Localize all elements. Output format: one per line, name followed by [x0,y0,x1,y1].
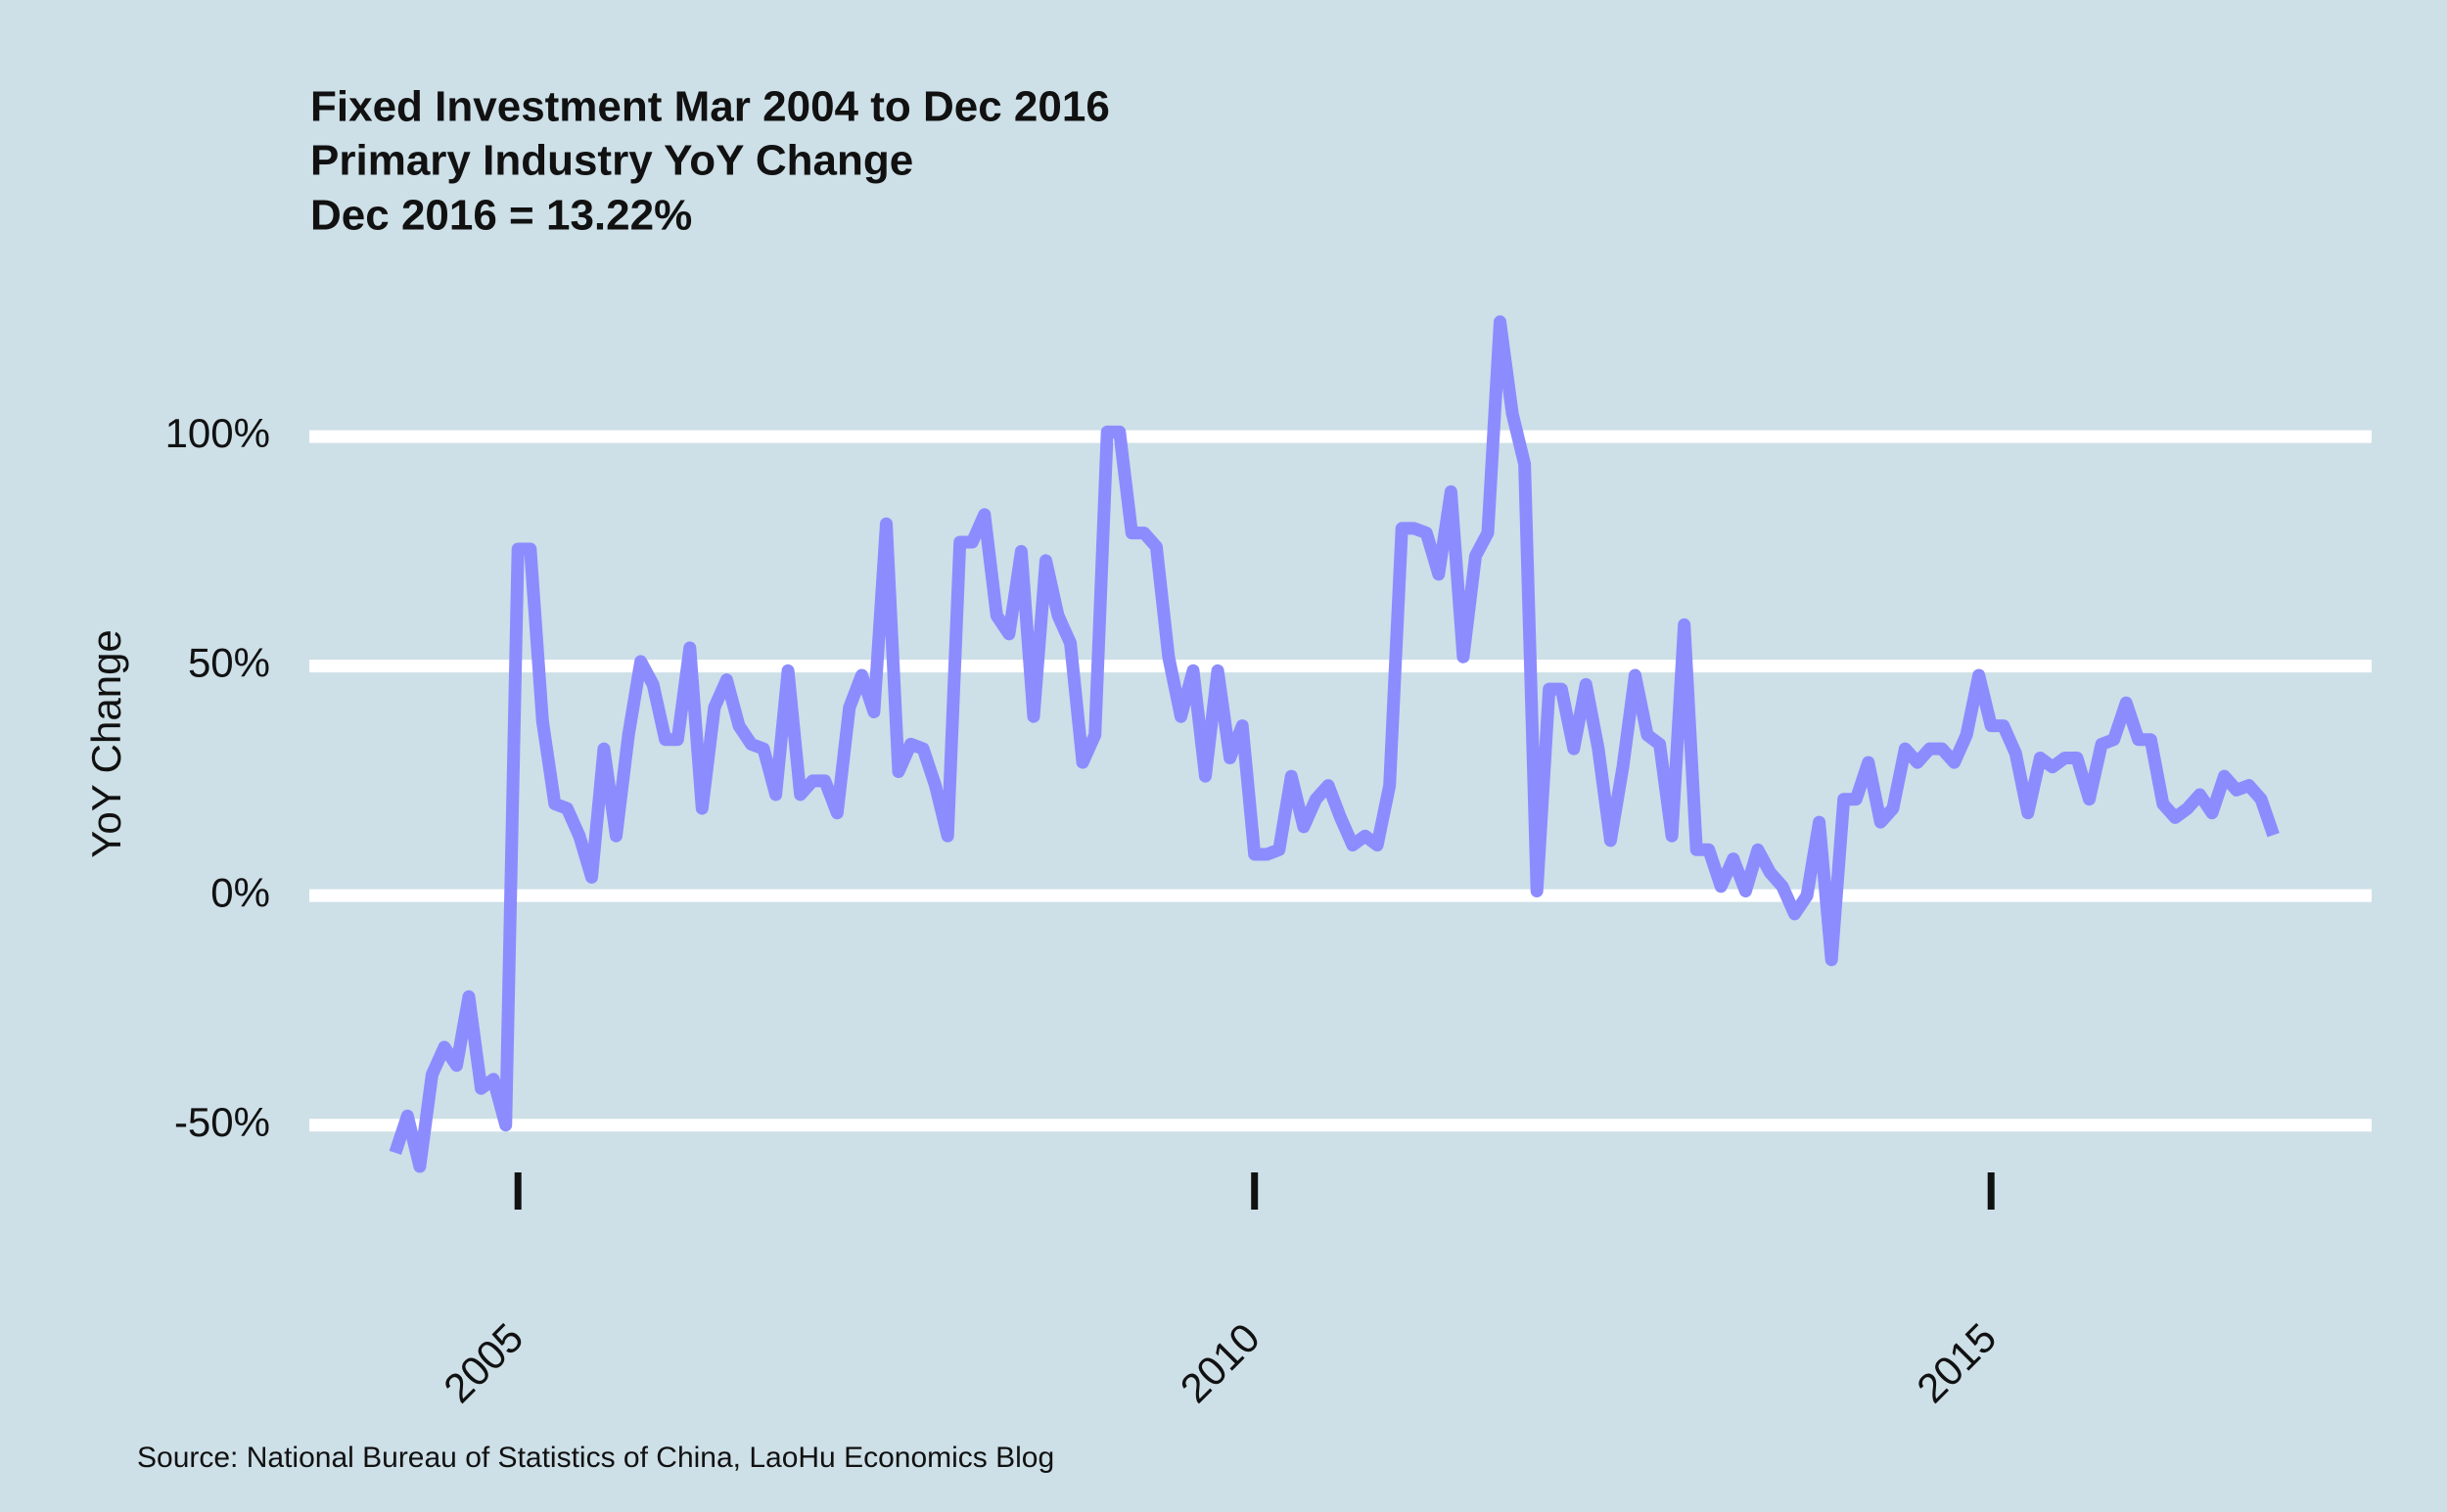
y-axis-label: YoY Change [83,629,129,858]
chart-title: Fixed Investment Mar 2004 to Dec 2016 [310,83,1110,131]
chart-subtitle: Primary Industry YoY Change [310,137,913,185]
chart-subtitle: Dec 2016 = 13.22% [310,192,692,240]
source-note: Source: National Bureau of Statistics of… [137,1442,1054,1474]
y-tick-label: 50% [188,640,270,686]
data-line [389,315,2280,1173]
y-tick-label: 0% [210,869,270,915]
y-tick-label: 100% [165,410,270,456]
y-tick-label: -50% [174,1099,270,1145]
